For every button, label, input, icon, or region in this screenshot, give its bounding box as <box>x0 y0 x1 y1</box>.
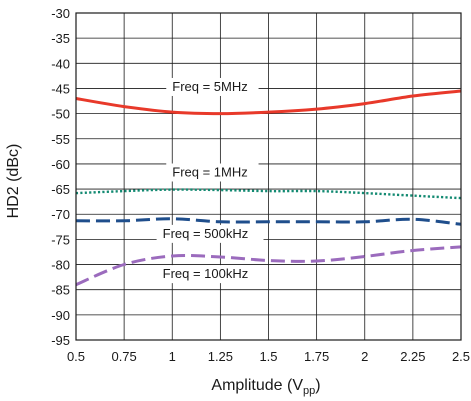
y-tick-label: -45 <box>51 81 70 96</box>
x-tick-label: 1.25 <box>208 349 233 364</box>
annotation-background <box>156 265 264 284</box>
y-axis-title: HD2 (dBc) <box>5 144 22 219</box>
x-tick-label: 0.75 <box>111 349 136 364</box>
x-axis-title-close: ) <box>315 377 320 394</box>
x-tick-label: 0.5 <box>67 349 85 364</box>
series-annotation-label: Freq = 1MHz <box>172 165 248 180</box>
series-line-2 <box>75 188 462 200</box>
x-tick-label: 2.5 <box>452 349 470 364</box>
plot-frame <box>75 12 462 341</box>
series-annotation-label: Freq = 5MHz <box>172 79 248 94</box>
annotations: Freq = 5MHz Freq = 1MHz Freq = 500kHz Freq … <box>156 77 264 284</box>
y-tick-label: -85 <box>51 283 70 298</box>
x-tick-label: 2 <box>361 349 368 364</box>
annotation-background <box>156 224 264 243</box>
series-line-3 <box>75 217 462 226</box>
y-tick-label: -80 <box>51 258 70 273</box>
y-tick-label: -60 <box>51 157 70 172</box>
y-tick-label: -90 <box>51 308 70 323</box>
x-tick-label: 1.5 <box>259 349 277 364</box>
y-tick-labels: -30 -35 -40 -45 -50 -55 -60 -65 -70 -75 -80 -85 -90 -… <box>51 6 70 348</box>
x-tick-label: 1.75 <box>304 349 329 364</box>
x-tick-label: 1 <box>169 349 176 364</box>
series-line-4 <box>75 245 462 287</box>
x-tick-labels: 0.5 0.75 1 1.25 1.5 1.75 2 2.25 2.5 <box>67 349 470 364</box>
x-axis-title-subscript: pp <box>303 385 315 397</box>
series-annotation-label: Freq = 100kHz <box>163 266 249 281</box>
y-tick-label: -65 <box>51 182 70 197</box>
y-tick-label: -50 <box>51 107 70 122</box>
annotation-background <box>166 77 259 96</box>
series-line-1 <box>75 89 462 116</box>
y-tick-label: -75 <box>51 232 70 247</box>
y-tick-label: -95 <box>51 333 70 348</box>
series-annotation-label: Freq = 500kHz <box>163 226 249 241</box>
y-tick-label: -30 <box>51 6 70 21</box>
y-tick-label: -70 <box>51 207 70 222</box>
grid <box>75 12 462 341</box>
x-tick-label: 2.25 <box>400 349 425 364</box>
annotation-background <box>166 163 259 182</box>
y-tick-label: -55 <box>51 132 70 147</box>
series-lines <box>75 89 462 287</box>
y-tick-label: -35 <box>51 31 70 46</box>
x-axis-title: Amplitude (Vpp) <box>211 377 320 397</box>
y-tick-label: -40 <box>51 56 70 71</box>
x-axis-title-main: Amplitude (V <box>211 377 303 394</box>
